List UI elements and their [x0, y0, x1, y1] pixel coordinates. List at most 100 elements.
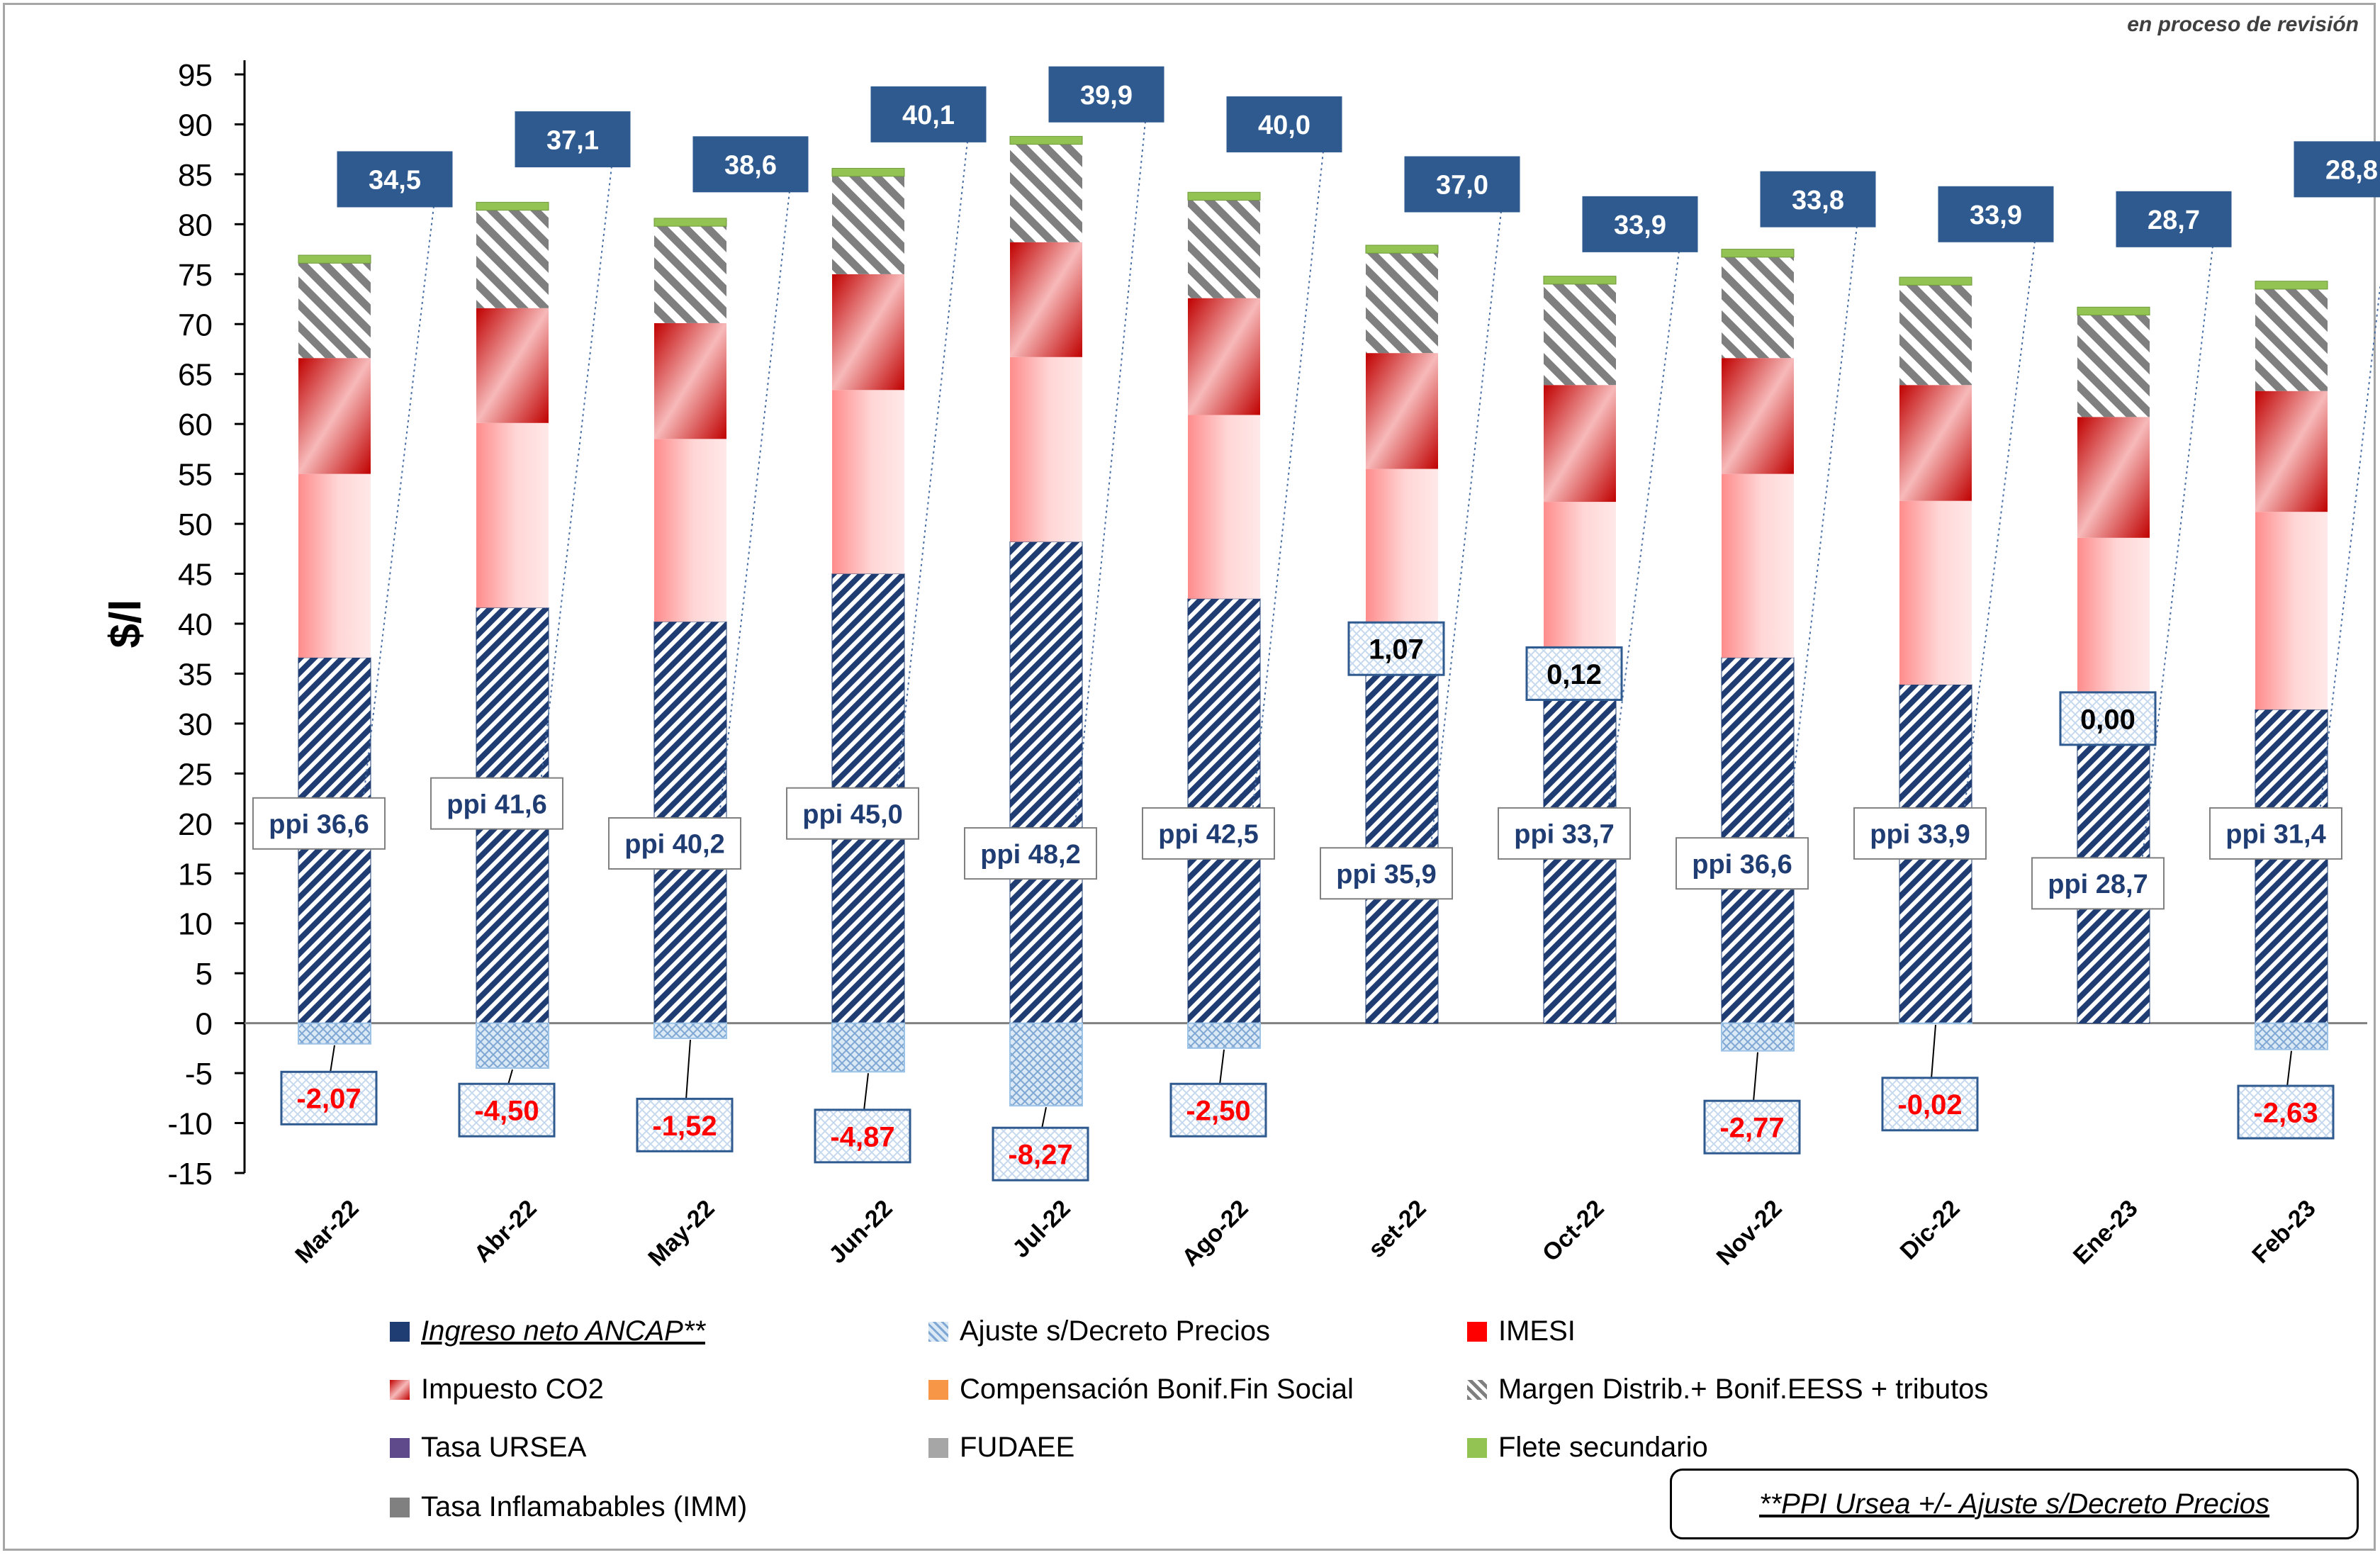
ppi-label: ppi 31,4 [2209, 807, 2342, 860]
bar-segment-co2 [2077, 417, 2150, 538]
bar-segment-co2 [298, 358, 371, 474]
legend-label-ingreso: Ingreso neto ANCAP** [421, 1315, 705, 1347]
y-tick-label: -15 [167, 1157, 213, 1191]
x-category-label: May-22 [643, 1195, 719, 1271]
x-category-label: Ago-22 [1177, 1195, 1253, 1271]
bar-segment-ingreso [1009, 541, 1083, 1024]
top-label-leader [540, 166, 612, 782]
top-label: 33,9 [1582, 196, 1698, 252]
bar-segment-co2 [1899, 385, 1972, 501]
ajuste-leader [1931, 1024, 1936, 1079]
top-label-leader [2319, 282, 2380, 813]
ppi-label-text: ppi 31,4 [2225, 820, 2326, 850]
ppi-label: ppi 35,9 [1320, 847, 1453, 900]
y-tick-label: 30 [178, 707, 213, 742]
x-category-label: set-22 [1363, 1195, 1431, 1263]
top-label-text: 28,8 [2325, 156, 2378, 186]
y-tick-label: 35 [178, 657, 213, 692]
ajuste-leader [1041, 1106, 1047, 1129]
top-label-box [1760, 171, 1876, 228]
top-label-text: 28,7 [2148, 206, 2200, 235]
top-label-box [692, 136, 809, 193]
legend-swatch-compensacion [928, 1379, 948, 1400]
ppi-label-box [2209, 807, 2342, 860]
top-label-box [337, 151, 453, 208]
legend-margen: Margen Distrib.+ Bonif.EESS + tributos [1467, 1374, 1988, 1405]
ajuste-label-box [1525, 646, 1623, 701]
ajuste-label-box [1347, 621, 1445, 676]
ppi-label-box [252, 797, 386, 850]
legend-swatch-imesi [1467, 1321, 1487, 1342]
ajuste-label: -2,77 [1703, 1099, 1801, 1155]
ppi-label-text: ppi 28,7 [2048, 870, 2148, 899]
legend-label-compensacion: Compensación Bonif.Fin Social [960, 1374, 1354, 1405]
top-label-leader [718, 191, 790, 823]
ajuste-leader [507, 1069, 513, 1085]
ajuste-label-box [458, 1082, 556, 1138]
ppi-label: ppi 33,9 [1853, 807, 1987, 860]
top-label-box [1404, 156, 1520, 213]
y-tick-label: 20 [178, 807, 213, 842]
y-tick-label: 5 [196, 957, 213, 992]
bar-segment-flete [1721, 249, 1795, 258]
top-label-box [1582, 196, 1698, 252]
ajuste-label-box [280, 1070, 378, 1125]
ajuste-label-box [1881, 1077, 1979, 1132]
x-category-label: Oct-22 [1537, 1195, 1610, 1267]
ppi-label-text: ppi 41,6 [447, 790, 547, 819]
ppi-label-box [1675, 837, 1809, 890]
top-label-text: 37,0 [1436, 171, 1488, 201]
y-tick-label: 50 [178, 507, 213, 542]
ppi-label-box [2031, 857, 2165, 910]
top-label: 39,9 [1048, 66, 1164, 123]
bar-segment-co2 [476, 308, 549, 423]
top-label-box [2116, 191, 2232, 247]
ppi-label: ppi 28,7 [2031, 857, 2165, 910]
ajuste-label-text: -2,07 [296, 1084, 361, 1115]
bar-segment-imesi [1899, 500, 1972, 685]
ajuste-leader [2286, 1050, 2292, 1087]
bar-segment-co2 [654, 322, 726, 439]
y-tick-label: 75 [178, 258, 213, 293]
bar-segment-co2 [2255, 391, 2328, 512]
bar-segment-flete [476, 201, 549, 211]
top-label: 40,1 [870, 86, 987, 142]
chart-frame [3, 3, 2376, 1551]
legend-label-co2: Impuesto CO2 [421, 1374, 604, 1405]
ppi-label-box [1853, 807, 1987, 860]
y-tick-label: -10 [167, 1107, 213, 1142]
legend-swatch-flete [1467, 1437, 1487, 1458]
legend-ursea: Tasa URSEA [390, 1432, 586, 1464]
top-label: 33,8 [1760, 171, 1876, 228]
ajuste-label: 0,12 [1525, 646, 1623, 701]
bar-segment-ajuste [2255, 1022, 2328, 1050]
legend-compensacion: Compensación Bonif.Fin Social [928, 1374, 1354, 1405]
ajuste-label-text: -1,52 [652, 1111, 717, 1142]
ajuste-label: -8,27 [992, 1126, 1089, 1181]
legend-label-flete: Flete secundario [1498, 1432, 1708, 1463]
ppi-label-text: ppi 48,2 [980, 840, 1081, 870]
bar-segment-flete [2077, 306, 2150, 316]
bar-segment-ajuste [1187, 1022, 1261, 1049]
ajuste-label-text: -2,77 [1719, 1113, 1784, 1144]
y-tick-label: 90 [178, 108, 213, 142]
bar-segment-ajuste [1009, 1022, 1083, 1107]
bar-segment-ajuste [298, 1022, 371, 1045]
ajuste-leader [330, 1045, 335, 1073]
x-category-label: Dic-22 [1895, 1195, 1965, 1265]
ajuste-label: 0,00 [2059, 691, 2157, 746]
top-label-text: 40,0 [1258, 111, 1310, 140]
ajuste-leader [685, 1039, 691, 1100]
y-tick-label: 45 [178, 558, 213, 593]
top-label: 34,5 [337, 151, 453, 208]
ppi-label-text: ppi 45,0 [802, 799, 903, 829]
bar-segment-flete [2255, 281, 2328, 290]
ppi-label-box [1498, 807, 1631, 860]
top-label-text: 40,1 [902, 101, 955, 130]
bar-segment-margen [476, 210, 549, 308]
ppi-label-text: ppi 33,9 [1870, 820, 1970, 850]
ppi-label-box [430, 777, 563, 830]
y-tick-label: 0 [196, 1007, 213, 1042]
legend-swatch-margen [1467, 1379, 1487, 1400]
